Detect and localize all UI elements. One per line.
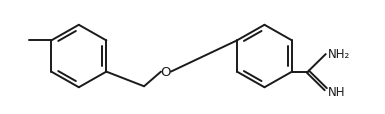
Text: O: O: [161, 66, 171, 78]
Text: NH₂: NH₂: [328, 47, 350, 60]
Text: NH: NH: [328, 85, 345, 98]
